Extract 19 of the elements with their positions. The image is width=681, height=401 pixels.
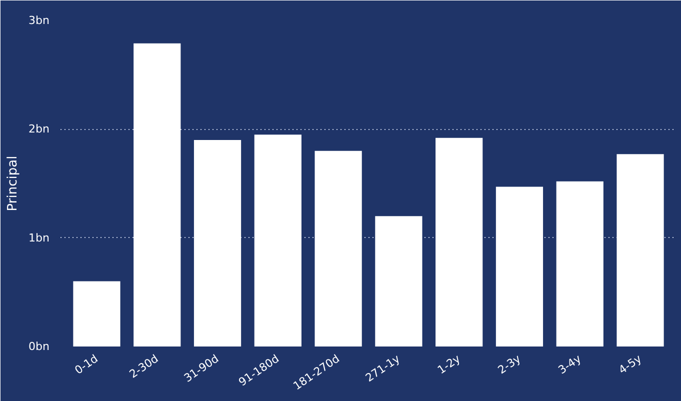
bar — [134, 43, 181, 346]
bar — [375, 216, 422, 346]
x-tick-label: 3-4y — [556, 352, 584, 377]
x-tick-label: 1-2y — [435, 352, 464, 377]
x-tick-label: 4-5y — [616, 352, 644, 377]
y-tick-label: 1bn — [28, 231, 50, 244]
y-tick-label: 2bn — [28, 122, 50, 136]
bar — [73, 281, 120, 346]
bar — [254, 134, 302, 346]
bar — [616, 154, 664, 346]
y-tick-label: 3bn — [28, 14, 50, 27]
y-axis-title: Principal — [6, 156, 21, 212]
bar — [194, 140, 242, 346]
bar — [314, 150, 362, 346]
bar — [436, 138, 483, 346]
y-tick-label: 0bn — [28, 340, 50, 353]
x-tick-label: 2-3y — [496, 352, 524, 377]
bar — [496, 186, 544, 346]
bar — [556, 181, 604, 346]
